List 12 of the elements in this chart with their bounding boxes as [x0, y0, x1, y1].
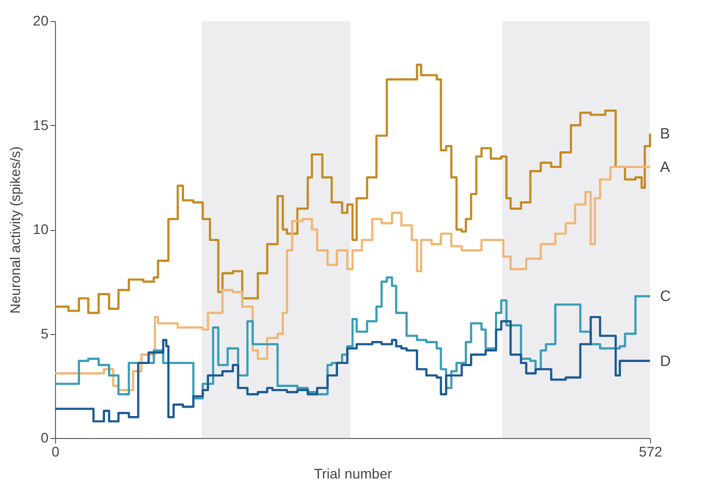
- x-axis-title: Trial number: [314, 466, 392, 482]
- y-axis-title: Neuronal activity (spikes/s): [6, 146, 23, 314]
- y-tick-label: 15: [32, 116, 49, 133]
- y-tick-label: 5: [40, 325, 49, 342]
- x-tick-label: 572: [638, 444, 662, 460]
- series-label: A: [660, 158, 670, 176]
- series-label: B: [660, 126, 670, 143]
- y-tick-label: 10: [32, 221, 49, 237]
- series-label: C: [660, 288, 671, 306]
- series-label: D: [660, 352, 671, 370]
- y-tick-label: 0: [40, 430, 49, 446]
- y-tick-label: 20: [32, 12, 49, 28]
